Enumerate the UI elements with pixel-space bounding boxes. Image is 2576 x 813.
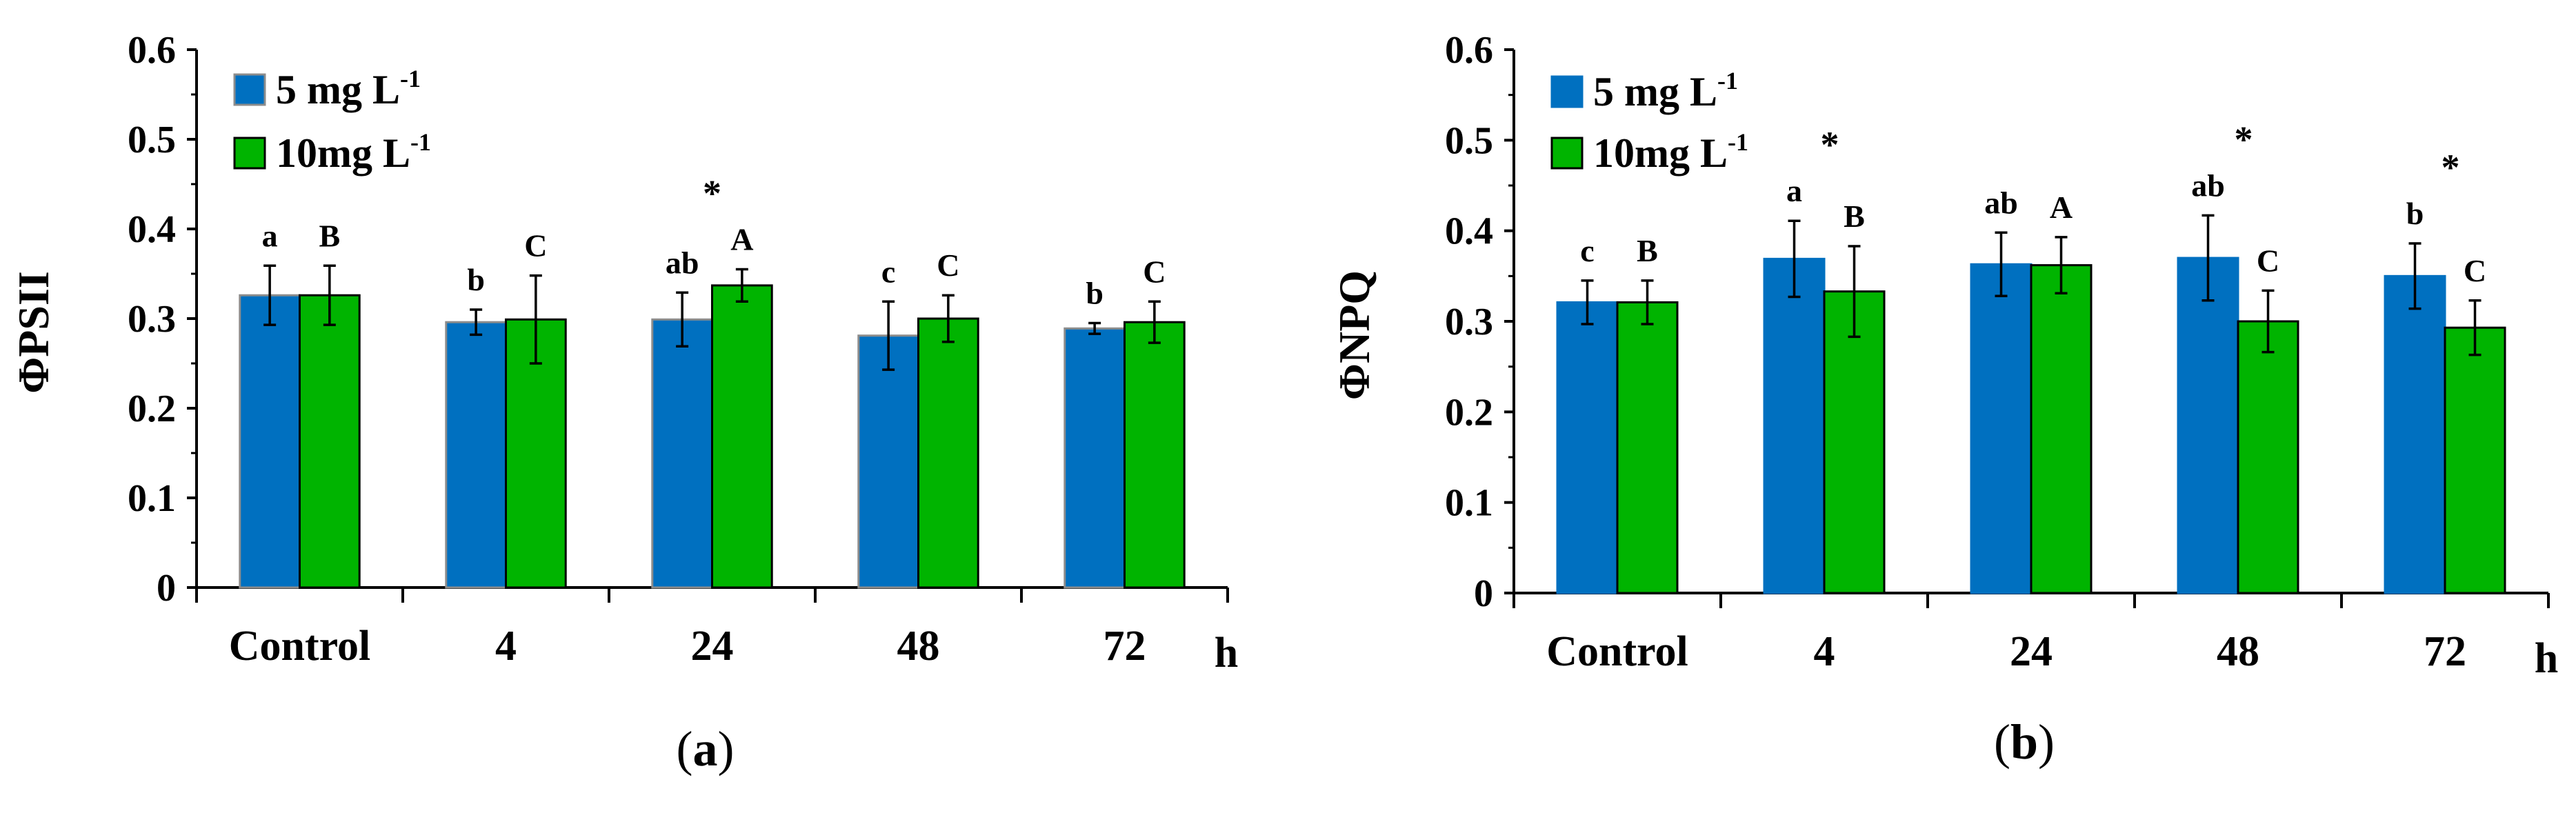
bar-series-0: [2177, 257, 2239, 594]
x-tick-label: 24: [691, 623, 734, 670]
y-tick-label: 0: [1474, 572, 1493, 615]
significance-letter: ab: [2191, 168, 2225, 203]
x-tick-label: 48: [2217, 628, 2259, 675]
significance-letter: A: [2050, 190, 2073, 225]
y-axis-label: ΦPSII: [9, 271, 58, 394]
legend-label-main: 10mg L: [276, 130, 410, 176]
bar-series-0: [2384, 274, 2446, 594]
y-tick-label: 0.1: [1445, 482, 1493, 525]
legend-label-sup: -1: [1717, 67, 1738, 94]
legend-label-main: 5 mg L: [276, 67, 400, 112]
significance-letter: b: [2406, 196, 2424, 231]
y-tick-label: 0.5: [1445, 119, 1493, 162]
bar-series-1: [1124, 321, 1186, 589]
bar-series-0: [1556, 301, 1619, 594]
panel-label: (a): [677, 721, 735, 776]
x-unit-label: h: [1215, 630, 1238, 676]
bar-series-1: [1616, 301, 1679, 594]
bar-series-1: [2237, 320, 2299, 594]
legend-label-1: 10mg L-1: [276, 128, 431, 176]
y-tick-label: 0.5: [128, 119, 176, 161]
significance-star: *: [2442, 147, 2460, 188]
x-unit-label: h: [2535, 635, 2558, 682]
y-tick-label: 0.6: [1445, 29, 1493, 72]
significance-letter: C: [1143, 254, 1166, 289]
significance-letter: c: [881, 254, 895, 289]
legend-label-sup: -1: [410, 128, 431, 156]
significance-letter: ab: [666, 245, 699, 280]
y-tick-label: 0.6: [128, 29, 176, 72]
legend-label-sup: -1: [1728, 128, 1748, 156]
significance-letter: C: [937, 248, 959, 283]
bar-series-0: [651, 318, 713, 589]
panel-label-letter: a: [693, 721, 718, 776]
y-tick-label: 0.3: [1445, 301, 1493, 343]
x-tick-label: 4: [1814, 628, 1835, 675]
significance-letter: C: [2257, 243, 2279, 278]
significance-letter: a: [1786, 173, 1802, 208]
significance-star: *: [2235, 119, 2253, 160]
legend-label-main: 10mg L: [1593, 130, 1728, 176]
bar-series-0: [239, 294, 301, 589]
panel-label-open: (: [1994, 714, 2010, 770]
significance-letter: b: [467, 262, 485, 297]
panel-label-close: ): [718, 721, 735, 776]
y-tick-label: 0: [157, 567, 176, 610]
x-tick-label: 24: [2010, 628, 2053, 675]
panel-label: (b): [1994, 714, 2055, 770]
legend-swatch-0: [1550, 75, 1584, 108]
x-tick-label: Control: [229, 623, 371, 670]
bar-series-1: [299, 294, 361, 589]
bar-series-1: [711, 284, 773, 589]
significance-letter: A: [730, 222, 753, 257]
y-tick-label: 0.4: [1445, 210, 1493, 253]
bar-series-1: [2444, 326, 2506, 594]
legend-label-1: 10mg L-1: [1593, 128, 1748, 176]
legend-swatch-1: [233, 137, 266, 170]
legend-label-0: 5 mg L-1: [1593, 67, 1738, 114]
significance-letter: a: [262, 218, 278, 253]
x-tick-label: Control: [1546, 628, 1688, 675]
significance-letter: C: [524, 228, 547, 263]
bar-series-0: [1970, 263, 2033, 594]
panel-label-open: (: [677, 721, 693, 776]
bar-series-1: [1823, 290, 1886, 594]
x-tick-label: 72: [2424, 628, 2466, 675]
x-tick-label: 72: [1104, 623, 1146, 670]
bar-series-0: [857, 334, 920, 589]
significance-letter: B: [1844, 199, 1865, 234]
bar-series-1: [2030, 264, 2093, 594]
significance-letter: C: [2464, 253, 2486, 288]
y-tick-label: 0.1: [128, 477, 176, 520]
y-tick-label: 0.4: [128, 208, 176, 251]
y-tick-label: 0.2: [1445, 391, 1493, 434]
panel-label-close: ): [2038, 714, 2055, 770]
legend-label-main: 5 mg L: [1593, 69, 1717, 114]
legend-swatch-1: [1550, 137, 1584, 170]
significance-letter: ab: [1984, 185, 2018, 220]
legend-swatch-0: [233, 73, 266, 106]
panel-label-letter: b: [2010, 714, 2038, 770]
bar-series-0: [1763, 257, 1826, 594]
legend-label-sup: -1: [400, 65, 421, 92]
legend-label-0: 5 mg L-1: [276, 65, 421, 112]
bar-series-1: [917, 317, 979, 589]
significance-letter: c: [1580, 233, 1594, 268]
significance-letter: B: [1637, 233, 1658, 268]
y-tick-label: 0.3: [128, 298, 176, 341]
significance-letter: B: [319, 218, 341, 253]
x-tick-label: 48: [897, 623, 940, 670]
significance-letter: b: [1086, 276, 1104, 311]
x-tick-label: 4: [495, 623, 517, 670]
bar-series-0: [1064, 327, 1126, 589]
significance-star: *: [1821, 124, 1839, 165]
y-axis-label: ΦNPQ: [1330, 270, 1379, 400]
y-tick-label: 0.2: [128, 388, 176, 430]
bar-series-0: [445, 321, 507, 589]
panel-b: 0 0.1 0.2 0.3 0.4 0.5 0.6 ΦNPQ c B Control a B 4 * ab A 2…: [1330, 29, 2558, 770]
significance-star: *: [703, 173, 721, 214]
